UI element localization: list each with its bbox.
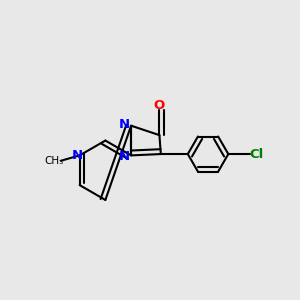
Text: N: N (119, 150, 130, 163)
Text: Cl: Cl (250, 148, 264, 160)
Text: CH₃: CH₃ (44, 156, 64, 166)
Text: N: N (119, 118, 130, 131)
Text: N: N (71, 149, 82, 162)
Text: O: O (154, 99, 165, 112)
